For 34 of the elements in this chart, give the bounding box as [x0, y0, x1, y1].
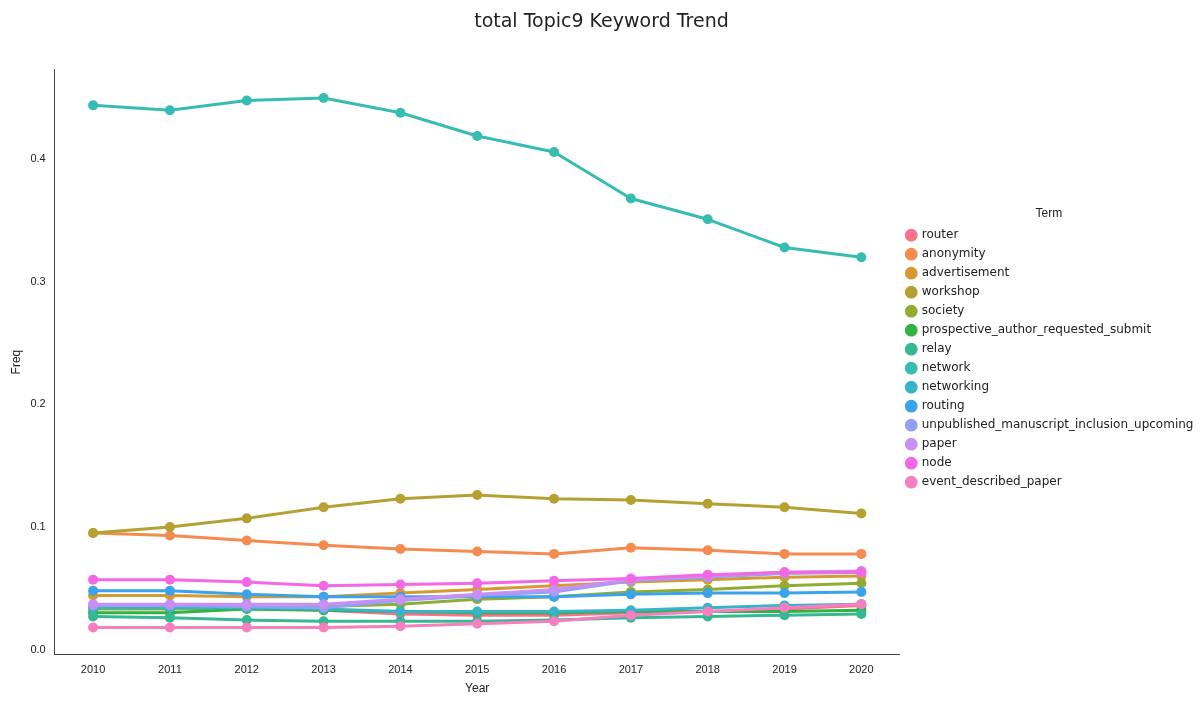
legend-label: society	[921, 303, 965, 318]
chart-title: total Topic9 Keyword Trend	[474, 9, 729, 32]
y-tick-label: 0.4	[30, 152, 46, 165]
legend-label: routing	[921, 398, 965, 413]
legend-label: advertisement	[921, 265, 1010, 280]
x-tick-label: 2016	[541, 663, 567, 676]
x-tick-label: 2017	[618, 663, 644, 676]
x-tick-label: 2018	[695, 663, 720, 676]
legend-label: paper	[921, 436, 957, 451]
legend-label: anonymity	[921, 246, 986, 261]
y-tick-label: 0.0	[30, 642, 46, 655]
x-tick-label: 2015	[464, 663, 490, 676]
y-tick-label: 0.2	[30, 397, 46, 410]
legend-label: networking	[921, 379, 990, 394]
x-tick-label: 2013	[311, 663, 336, 676]
y-axis-title: Freq	[8, 349, 23, 375]
x-tick-label: 2010	[80, 663, 106, 676]
x-tick-label: 2011	[158, 663, 182, 676]
y-tick-label: 0.3	[30, 274, 46, 287]
legend-title: Term	[1035, 206, 1063, 221]
x-tick-label: 2020	[849, 663, 874, 676]
legend-label: router	[921, 227, 959, 242]
legend-label: workshop	[921, 284, 980, 299]
x-tick-label: 2019	[772, 663, 797, 676]
x-tick-label: 2012	[234, 663, 259, 676]
x-axis-title: Year	[465, 681, 490, 696]
legend-label: event_described_paper	[921, 474, 1062, 489]
legend-label: node	[921, 455, 952, 470]
y-tick-label: 0.1	[30, 519, 46, 532]
legend-label: relay	[921, 341, 952, 356]
legend-label: unpublished_manuscript_inclusion_upcoming	[921, 417, 1194, 432]
legend-label: network	[921, 360, 971, 375]
x-tick-label: 2014	[388, 663, 413, 676]
legend-label: prospective_author_requested_submit	[921, 322, 1152, 337]
